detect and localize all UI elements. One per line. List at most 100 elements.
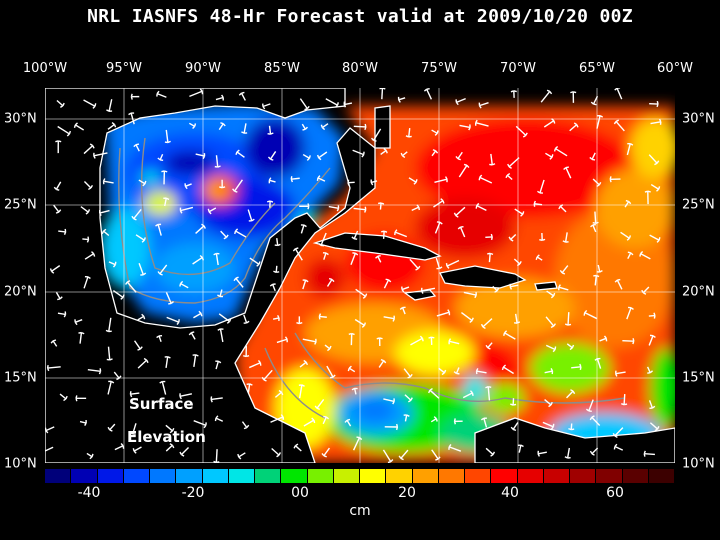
vector-arrow	[592, 95, 599, 105]
vector-arrowhead	[482, 326, 486, 330]
annotation-line-1: Surface	[129, 395, 194, 413]
vector-arrowhead	[329, 376, 334, 379]
vector-arrowhead	[627, 251, 631, 254]
vector-arrow	[596, 115, 601, 129]
vector-arrow	[166, 316, 180, 323]
vector-arrowhead	[59, 105, 64, 108]
vector-arrow	[353, 230, 359, 240]
vector-arrow	[411, 206, 420, 212]
vector-arrowhead	[603, 335, 607, 339]
vector-arrowhead	[55, 211, 60, 214]
vector-arrowhead	[490, 236, 493, 241]
vector-arrow	[298, 384, 303, 399]
vector-arrowhead	[568, 427, 572, 431]
vector-arrow	[180, 206, 194, 212]
vector-arrowhead	[487, 252, 491, 255]
vector-arrow	[248, 362, 261, 369]
vector-arrowhead	[364, 293, 368, 297]
vector-arrow	[540, 91, 551, 103]
puerto-rico-island	[534, 281, 558, 291]
vector-arrowhead	[344, 419, 348, 423]
vector-arrowhead	[238, 92, 242, 96]
vector-arrowhead	[290, 178, 294, 183]
vector-arrowhead	[539, 238, 543, 242]
vector-arrowhead	[118, 375, 122, 379]
vector-arrowhead	[563, 167, 567, 171]
vector-arrow	[566, 447, 571, 459]
vector-arrowhead	[75, 395, 78, 399]
lon-label-95w: 95°W	[106, 61, 142, 76]
vector-arrowhead	[157, 157, 161, 161]
vector-arrow	[59, 393, 67, 400]
vector-arrowhead	[258, 261, 261, 265]
vector-arrowhead	[139, 346, 143, 350]
vector-arrow	[126, 281, 137, 293]
vector-arrow	[455, 367, 460, 374]
vector-arrowhead	[170, 301, 174, 305]
vector-arrowhead	[478, 177, 481, 181]
vector-arrow	[45, 426, 55, 432]
vector-arrow	[55, 181, 62, 190]
vector-arrowhead	[572, 390, 576, 395]
vector-arrow	[378, 360, 385, 368]
vector-arrow	[448, 446, 462, 452]
vector-arrowhead	[469, 319, 473, 323]
vector-arrow	[614, 427, 624, 437]
vector-arrowhead	[363, 322, 367, 326]
vector-arrowhead	[457, 226, 461, 230]
vector-arrow	[107, 123, 115, 130]
colorbar-swatch	[307, 469, 334, 483]
vector-arrowhead	[84, 422, 87, 426]
vector-arrowhead	[210, 399, 213, 403]
vector-arrowhead	[85, 211, 89, 215]
vector-arrowhead	[171, 444, 175, 449]
vector-arrowhead	[656, 103, 659, 108]
vector-arrowhead	[480, 323, 484, 328]
vector-arrow	[353, 207, 366, 211]
vector-arrowhead	[415, 179, 418, 183]
vector-arrowhead	[362, 295, 367, 299]
vector-arrow	[324, 344, 331, 350]
vector-arrow	[433, 200, 444, 208]
lat-label-30n-right: 30°N	[682, 111, 715, 127]
vector-arrowhead	[59, 296, 63, 300]
vector-arrow	[355, 288, 366, 297]
vector-arrowhead	[553, 120, 556, 124]
vector-arrowhead	[596, 274, 600, 278]
vector-arrowhead	[629, 143, 634, 146]
vector-arrowhead	[276, 454, 280, 458]
vector-arrow	[291, 177, 300, 180]
vector-arrowhead	[559, 269, 563, 274]
vector-arrowhead	[267, 200, 271, 203]
vector-arrowhead	[306, 157, 310, 161]
vector-arrowhead	[144, 180, 147, 184]
vector-arrowhead	[658, 118, 662, 123]
vector-arrow	[45, 446, 54, 452]
vector-arrowhead	[142, 272, 147, 276]
vector-arrowhead	[400, 152, 404, 157]
vector-arrow	[490, 153, 493, 165]
vector-arrow	[646, 366, 651, 374]
vector-arrowhead	[263, 379, 267, 382]
vector-arrowhead	[549, 156, 553, 160]
vector-arrowhead	[590, 101, 594, 105]
vector-arrowhead	[320, 124, 324, 128]
vector-arrowhead	[133, 450, 137, 454]
vector-arrowhead	[394, 229, 398, 233]
vector-arrowhead	[448, 444, 452, 448]
vector-arrowhead	[558, 205, 561, 210]
vector-arrow	[107, 381, 112, 395]
vector-arrow	[506, 174, 513, 181]
vector-arrowhead	[234, 228, 239, 232]
vector-arrowhead	[626, 237, 630, 241]
vector-arrow	[353, 388, 357, 395]
vector-arrowhead	[213, 460, 217, 463]
vector-arrow	[103, 180, 114, 184]
vector-arrow	[616, 88, 623, 100]
vector-arrowhead	[57, 298, 61, 301]
vector-arrowhead	[398, 99, 401, 103]
vector-arrow	[318, 151, 328, 159]
vector-arrowhead	[81, 331, 85, 335]
vector-arrowhead	[316, 407, 321, 411]
vector-arrowhead	[91, 251, 95, 255]
